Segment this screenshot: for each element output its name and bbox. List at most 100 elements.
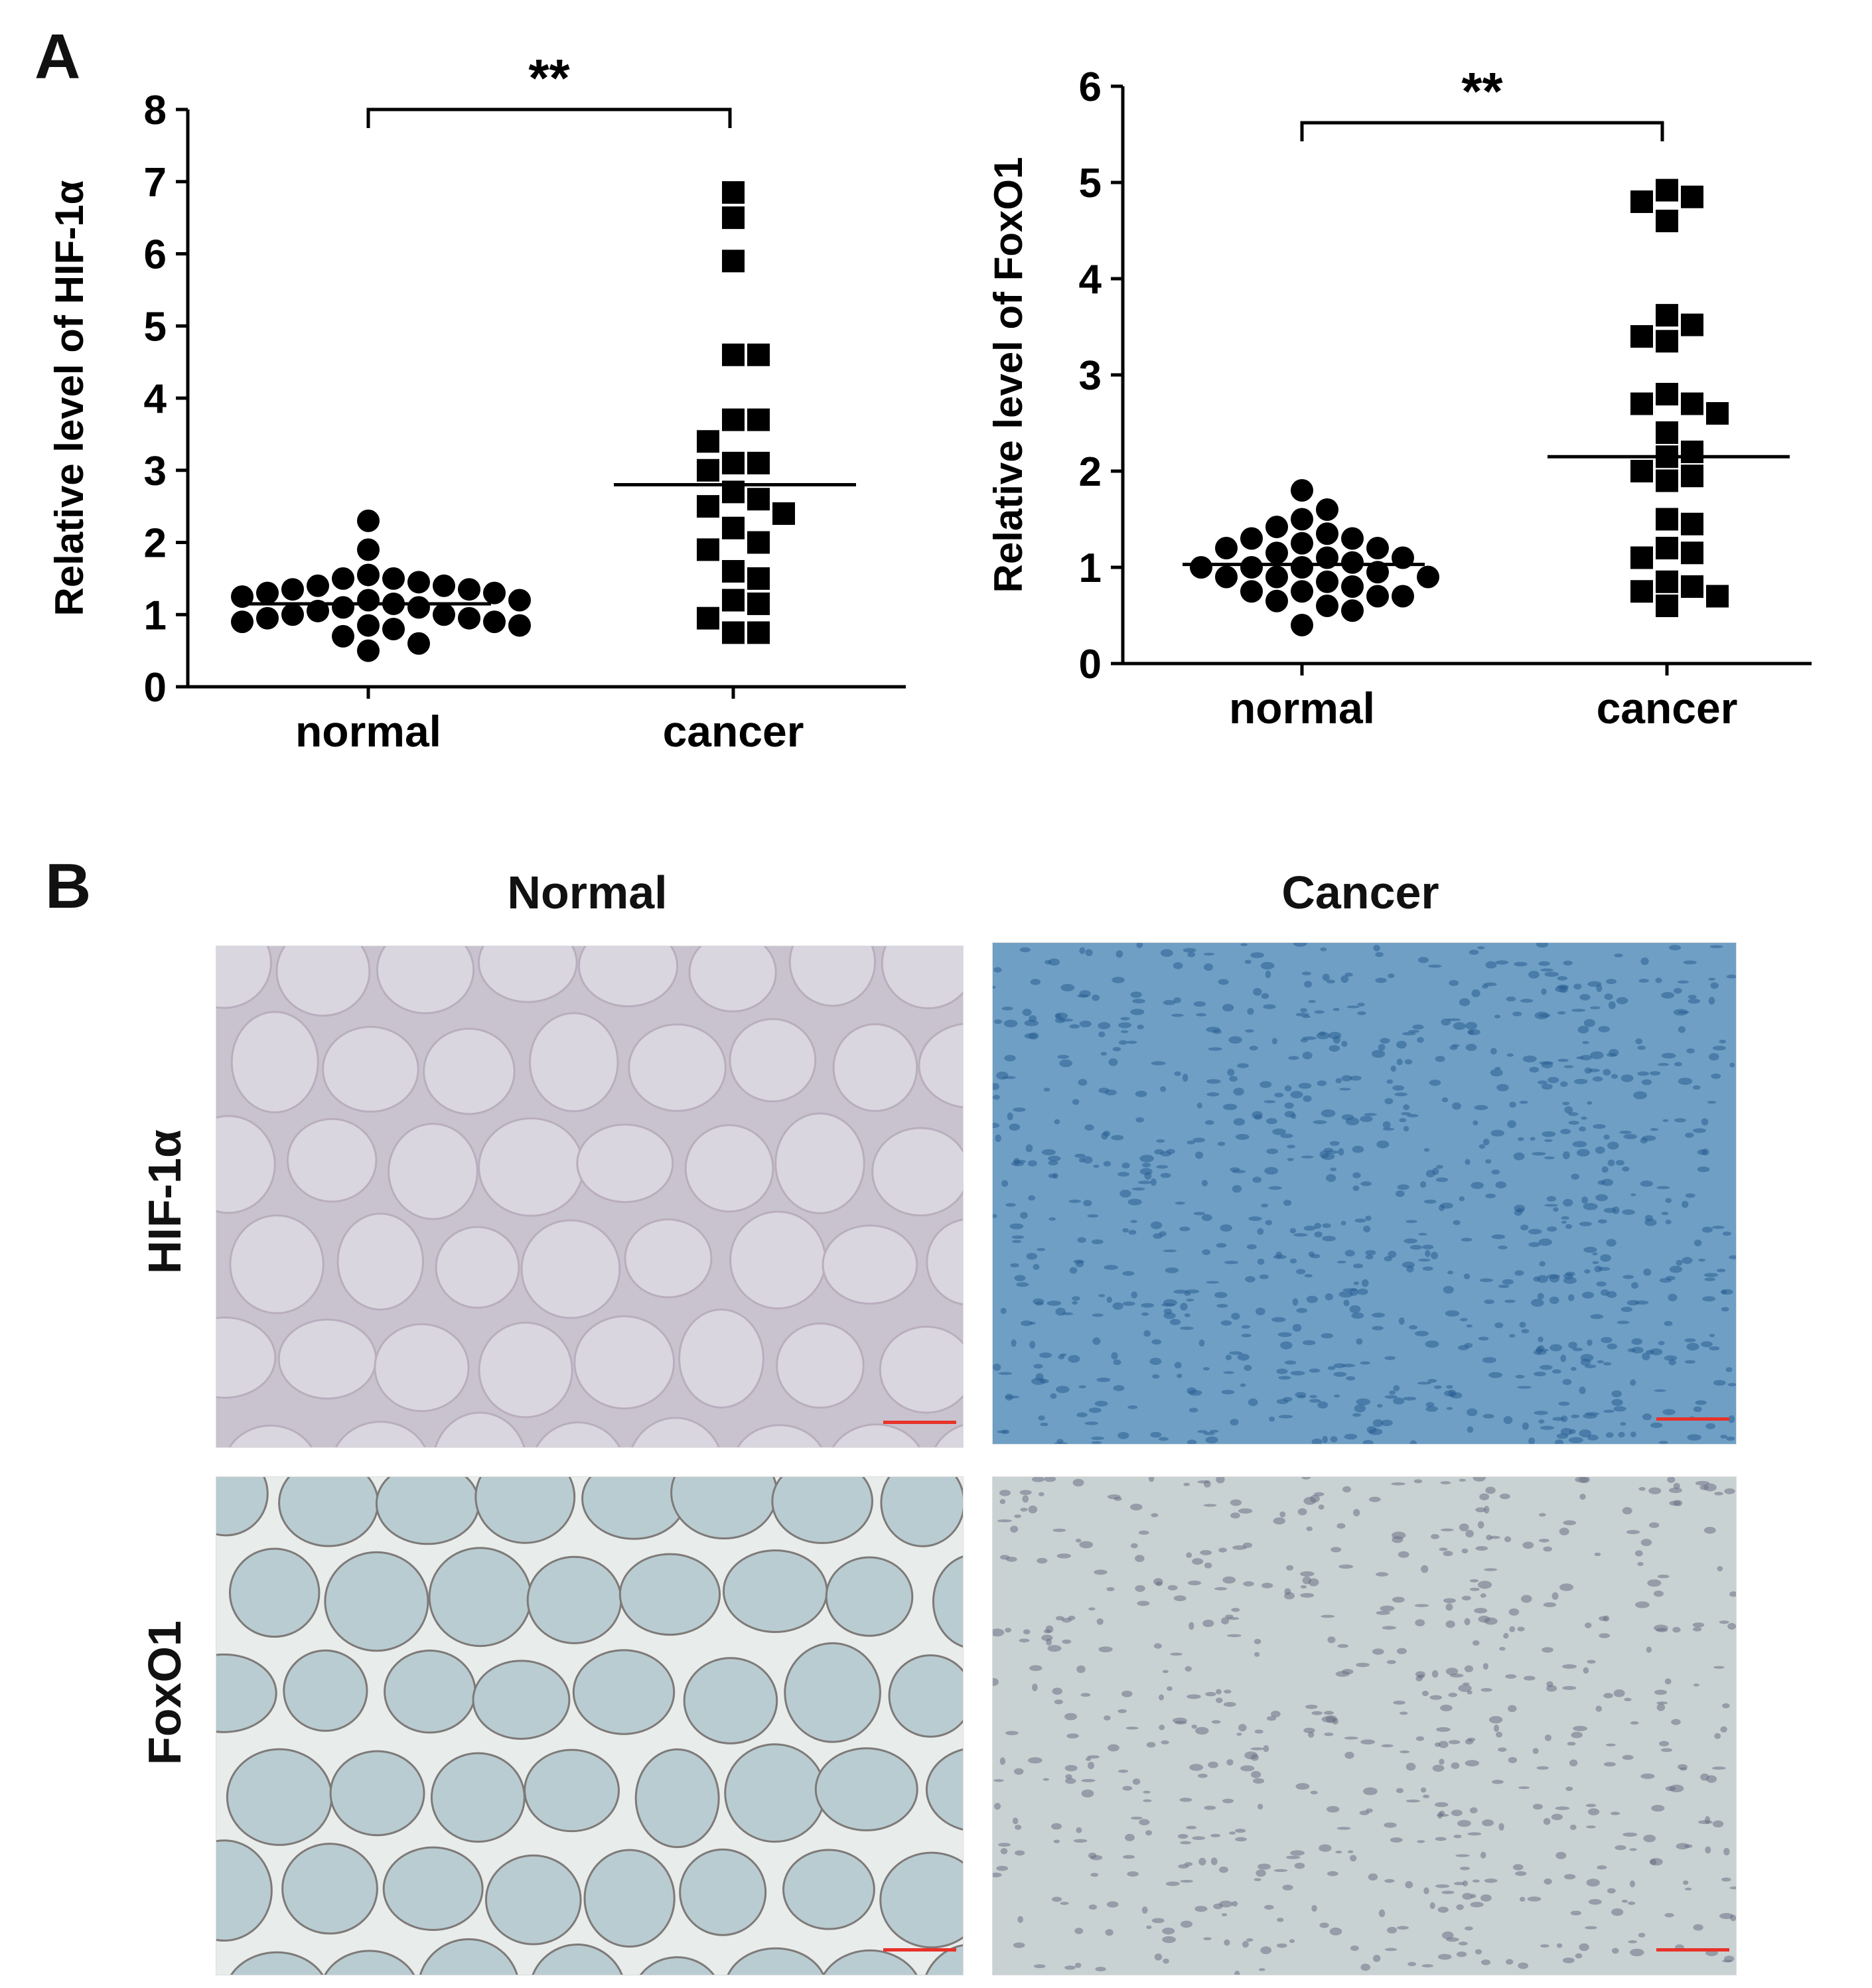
cell-nucleus <box>1683 960 1697 965</box>
cell-nucleus <box>1230 1512 1240 1519</box>
cell-nucleus <box>1453 1882 1465 1886</box>
cell-nucleus <box>1708 977 1715 981</box>
cell-nucleus <box>1523 1675 1536 1681</box>
data-point-normal <box>458 606 480 630</box>
cell-nucleus <box>1357 1003 1365 1007</box>
cell-nucleus <box>1630 1193 1636 1196</box>
cell-nucleus <box>1079 1541 1094 1549</box>
cell-nucleus <box>1669 1487 1682 1494</box>
data-point-normal <box>1291 532 1313 555</box>
cell-nucleus <box>1647 1579 1662 1587</box>
cell-nucleus <box>1607 1888 1616 1894</box>
cell-nucleus <box>1530 1137 1536 1141</box>
cell-nucleus <box>1311 1711 1323 1715</box>
cell-nucleus <box>1472 1879 1480 1883</box>
cell-nucleus <box>1100 1052 1108 1056</box>
muscle-fiber <box>771 1477 873 1544</box>
y-tick-label: 0 <box>1079 642 1102 687</box>
cell-nucleus <box>1020 1212 1028 1219</box>
cell-nucleus <box>1435 1837 1447 1841</box>
cell-nucleus <box>1082 1156 1093 1164</box>
cell-nucleus <box>1130 1816 1143 1820</box>
cell-nucleus <box>1104 1265 1118 1270</box>
cell-nucleus <box>1022 1495 1029 1503</box>
cell-nucleus <box>1464 1618 1471 1626</box>
cell-nucleus <box>1141 1906 1148 1914</box>
cell-nucleus <box>1306 1526 1313 1531</box>
muscle-fiber <box>832 1023 918 1112</box>
data-point-normal <box>483 610 506 634</box>
cell-nucleus <box>1637 1045 1646 1050</box>
cell-nucleus <box>1060 1902 1069 1905</box>
data-point-cancer <box>747 343 770 366</box>
cell-nucleus <box>1579 1943 1589 1952</box>
data-point-cancer <box>722 451 745 474</box>
cell-nucleus <box>1046 1301 1062 1306</box>
cell-nucleus <box>1569 1759 1578 1767</box>
cell-nucleus <box>1546 1226 1557 1232</box>
data-point-cancer <box>1681 313 1703 336</box>
x-category-label: cancer <box>663 707 804 756</box>
cell-nucleus <box>1013 1159 1027 1163</box>
cell-nucleus <box>1203 1504 1217 1507</box>
cell-nucleus <box>1443 1285 1454 1294</box>
cell-nucleus <box>1329 1141 1340 1146</box>
cell-nucleus <box>1425 1405 1438 1412</box>
y-tick-label: 3 <box>144 449 167 494</box>
cell-nucleus <box>1029 1015 1037 1023</box>
cell-nucleus <box>1713 1380 1726 1386</box>
cell-nucleus <box>1130 991 1142 998</box>
cell-nucleus <box>1709 945 1723 948</box>
cell-nucleus <box>1319 1031 1326 1036</box>
cell-nucleus <box>1229 1831 1236 1835</box>
cell-nucleus <box>993 985 996 989</box>
cell-nucleus <box>1638 978 1649 983</box>
cell-nucleus <box>1077 994 1089 998</box>
cell-nucleus <box>1673 1482 1680 1490</box>
cell-nucleus <box>1187 1140 1195 1145</box>
cell-nucleus <box>1365 1249 1376 1255</box>
cell-nucleus <box>1445 1603 1453 1611</box>
y-tick-label: 4 <box>144 376 167 422</box>
cell-nucleus <box>1117 1172 1129 1177</box>
cell-nucleus <box>999 1757 1005 1765</box>
cell-nucleus <box>1183 948 1196 953</box>
cell-nucleus <box>1562 1151 1570 1160</box>
cell-nucleus <box>1685 1132 1694 1138</box>
cell-nucleus <box>1228 1036 1242 1044</box>
cell-nucleus <box>1585 1804 1597 1808</box>
cell-nucleus <box>1654 1389 1666 1392</box>
data-point-normal <box>1265 589 1288 612</box>
cell-nucleus <box>1532 1748 1539 1754</box>
cell-nucleus <box>1073 1259 1084 1264</box>
cell-nucleus <box>1577 1025 1589 1034</box>
data-point-normal <box>458 578 480 601</box>
cell-nucleus <box>1393 1397 1405 1405</box>
cell-nucleus <box>1688 995 1697 999</box>
cell-nucleus <box>1615 1845 1626 1851</box>
cell-nucleus <box>1453 1220 1461 1226</box>
cell-nucleus <box>1559 1081 1568 1088</box>
cell-nucleus <box>1725 1367 1733 1372</box>
cell-nucleus <box>1404 1238 1417 1243</box>
data-point-normal <box>1265 516 1288 539</box>
cell-nucleus <box>1029 1032 1039 1040</box>
cell-nucleus <box>1664 1913 1674 1918</box>
cell-nucleus <box>1257 1228 1264 1235</box>
cell-nucleus <box>1519 1896 1526 1902</box>
cell-nucleus <box>1135 1555 1145 1563</box>
cell-nucleus <box>1201 1180 1208 1186</box>
cell-nucleus <box>1634 1550 1643 1557</box>
cell-nucleus <box>1113 1385 1125 1391</box>
cell-nucleus <box>1254 1652 1260 1657</box>
cell-nucleus <box>1271 1316 1286 1322</box>
cell-nucleus <box>1122 1228 1129 1233</box>
cell-nucleus <box>1451 1762 1460 1770</box>
cell-nucleus <box>1158 1694 1164 1701</box>
cell-nucleus <box>1295 1391 1307 1397</box>
cell-nucleus <box>1336 1260 1346 1263</box>
cell-nucleus <box>1624 1697 1632 1701</box>
cell-nucleus <box>1058 1354 1065 1360</box>
cell-nucleus <box>1010 1526 1019 1533</box>
cell-nucleus <box>1658 1062 1670 1066</box>
